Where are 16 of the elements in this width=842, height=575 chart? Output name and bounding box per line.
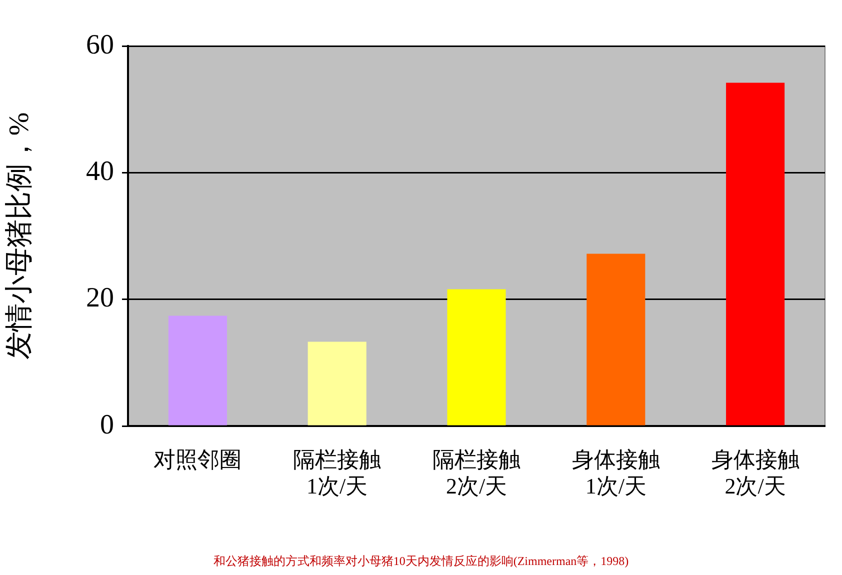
y-tick-label: 0 bbox=[100, 409, 114, 440]
y-tick-label: 40 bbox=[86, 156, 114, 188]
text: 和公猪接触的方式和频率对小母猪10天内发情反应的影响(Zimmerman等，1998) bbox=[213, 554, 629, 568]
x-tick-label: 隔栏接触 1次/天 bbox=[293, 446, 382, 498]
x-tick-label: 对照邻圈 bbox=[154, 446, 242, 472]
bar bbox=[586, 254, 646, 426]
x-tick-label: 隔栏接触 2次/天 bbox=[432, 446, 520, 498]
x-tick-label: 身体接触 2次/天 bbox=[711, 446, 800, 498]
x-tick-label: 身体接触 1次/天 bbox=[572, 446, 660, 498]
y-axis-title: 发情小母猪比例，% bbox=[4, 112, 36, 360]
bar bbox=[447, 289, 506, 426]
bar bbox=[308, 342, 366, 426]
bar bbox=[726, 82, 785, 426]
bar bbox=[168, 316, 227, 426]
y-tick-label: 60 bbox=[86, 29, 114, 60]
y-tick-label: 20 bbox=[86, 282, 114, 314]
